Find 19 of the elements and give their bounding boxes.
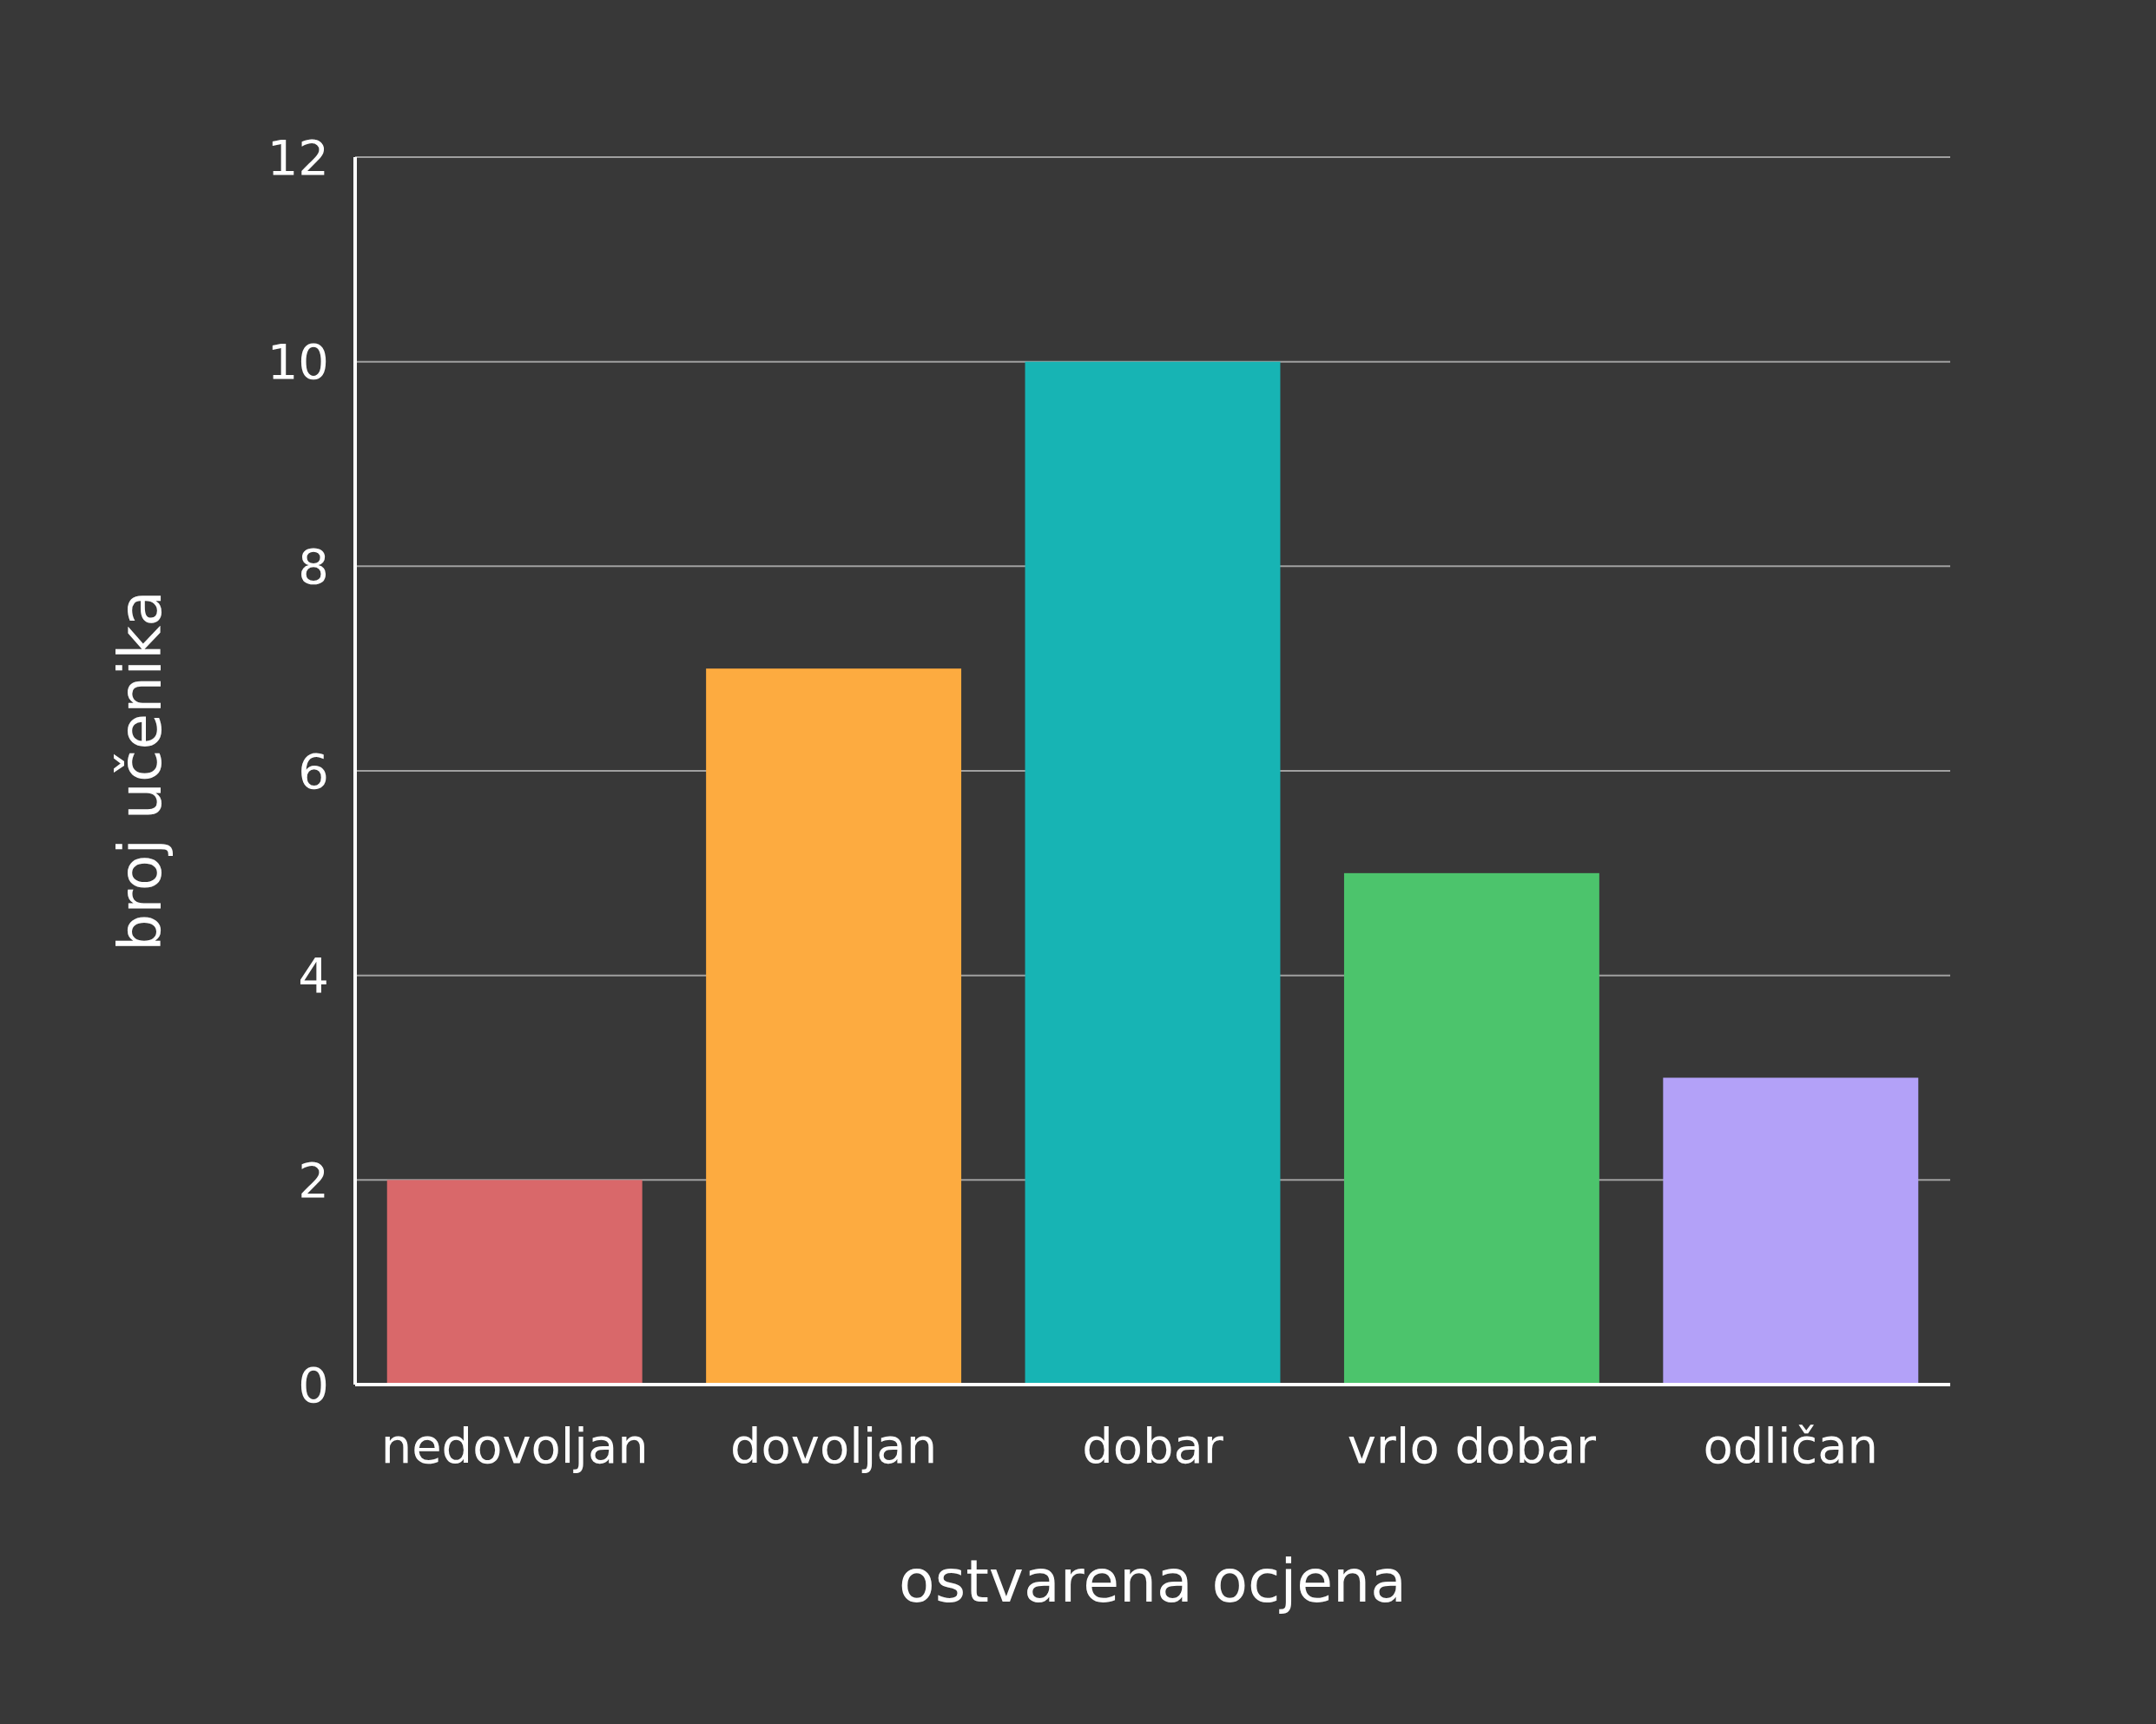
y-tick-label: 8	[298, 537, 329, 595]
y-tick-label: 2	[298, 1151, 329, 1208]
y-tick-label: 4	[298, 947, 329, 1004]
bar	[706, 668, 962, 1385]
x-tick-label: dobar	[1082, 1418, 1224, 1474]
y-tick-label: 12	[267, 128, 329, 186]
x-tick-label: odličan	[1703, 1418, 1879, 1474]
bar	[1663, 1077, 1919, 1385]
y-axis-title: broj učenika	[106, 590, 175, 951]
y-tick-label: 0	[298, 1356, 329, 1413]
y-tick-label: 10	[267, 333, 329, 391]
x-axis-title: ostvarena ocjena	[899, 1547, 1407, 1615]
y-tick-label: 6	[298, 742, 329, 799]
x-tick-label: vrlo dobar	[1347, 1418, 1598, 1474]
bar	[1343, 872, 1599, 1385]
bar	[386, 1180, 643, 1385]
x-tick-label: nedovoljan	[380, 1418, 649, 1474]
bar	[1025, 361, 1281, 1385]
x-tick-label: dovoljan	[730, 1418, 938, 1474]
